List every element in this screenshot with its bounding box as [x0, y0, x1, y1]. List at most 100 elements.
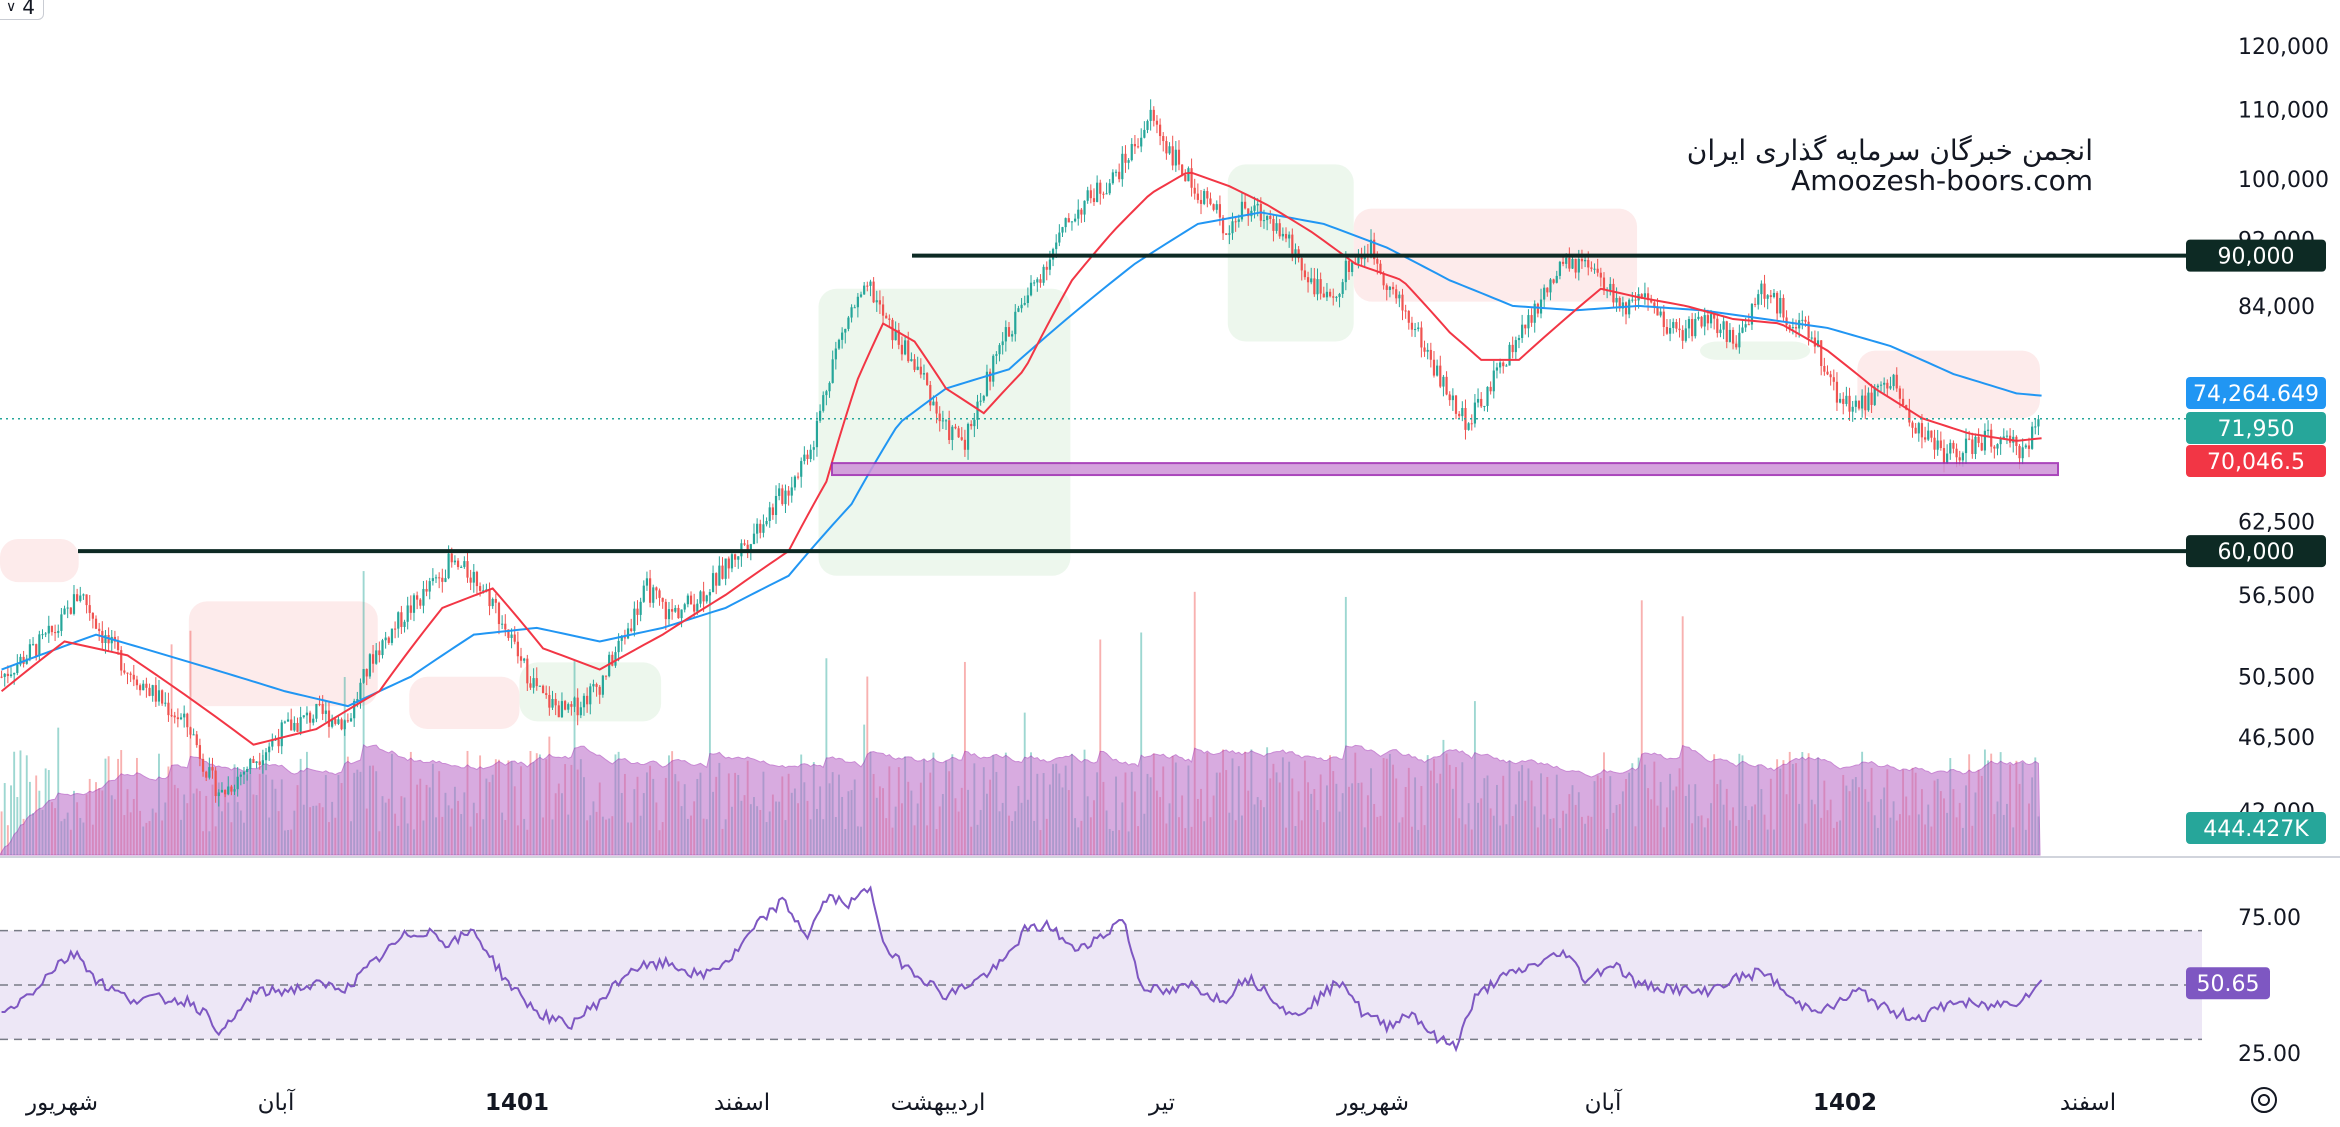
candle-body	[434, 577, 438, 579]
chevron-down-icon: ∨	[6, 0, 17, 15]
candle-body	[737, 556, 740, 560]
candle-body	[532, 678, 535, 688]
candle-body	[1760, 283, 1763, 295]
candle-body	[268, 746, 271, 753]
candle-body	[1580, 259, 1584, 262]
candle-body	[1423, 347, 1426, 352]
candle-body	[1505, 365, 1508, 367]
candle-body	[853, 307, 856, 309]
candle-body	[1917, 423, 1920, 434]
support-zone[interactable]	[831, 462, 2059, 477]
candle-body	[1480, 398, 1483, 407]
candle-body	[1870, 392, 1873, 405]
candle-body	[856, 296, 859, 308]
candle-body	[727, 558, 730, 569]
candle-body	[362, 669, 365, 683]
candle-body	[255, 761, 258, 763]
price-axis[interactable]: 120,000110,000100,00092,00084,00062,5005…	[2186, 35, 2329, 844]
settings-icon[interactable]	[2251, 1087, 2277, 1113]
candle-body	[277, 739, 280, 747]
candle-body	[1662, 311, 1665, 328]
kumo-cloud-layer	[0, 164, 2040, 730]
candle-body	[1867, 392, 1870, 411]
candle-body	[129, 673, 132, 675]
rsi-value-badge-bg	[2186, 967, 2270, 1000]
candle-body	[1143, 129, 1146, 138]
candle-body	[963, 439, 967, 450]
candle-body	[356, 699, 359, 701]
candle-body	[948, 420, 951, 440]
candle-body	[1325, 291, 1329, 298]
candle-body	[1776, 292, 1779, 314]
candle-body	[787, 490, 790, 496]
candle-body	[2002, 436, 2005, 439]
candle-body	[312, 718, 315, 723]
candle-body	[1385, 285, 1388, 290]
candle-body	[1017, 308, 1020, 312]
candle-body	[1262, 220, 1266, 222]
candle-body	[1168, 146, 1171, 154]
candle-body	[387, 637, 390, 643]
candle-body	[205, 771, 208, 778]
candle-body	[1624, 302, 1628, 315]
candle-body	[1549, 279, 1552, 293]
candle-body	[639, 601, 642, 615]
candle-body	[1599, 272, 1602, 278]
candle-body	[1410, 322, 1414, 330]
candle-body	[50, 625, 54, 633]
candle-body	[608, 654, 611, 677]
candle-body	[463, 561, 466, 567]
candle-body	[1587, 259, 1590, 268]
candle-body	[1473, 402, 1477, 424]
candle-body	[475, 571, 479, 587]
candle-body	[501, 623, 504, 625]
candle-body	[1001, 341, 1004, 346]
volume-bar	[170, 644, 173, 855]
candle-body	[1413, 329, 1417, 331]
candle-body	[837, 339, 841, 349]
candle-body	[1083, 200, 1086, 215]
candle-body	[1310, 278, 1313, 283]
candle-body	[1099, 182, 1102, 194]
candle-body	[1968, 438, 1971, 440]
candle-body	[69, 607, 72, 614]
candle-body	[1911, 422, 1914, 428]
candle-body	[1571, 258, 1574, 269]
candle-body	[13, 673, 16, 675]
candles-layer	[0, 99, 2040, 807]
candle-body	[595, 684, 598, 687]
candle-body	[579, 707, 582, 716]
candle-body	[368, 654, 372, 677]
candle-body	[123, 670, 126, 673]
candle-body	[409, 605, 412, 613]
candle-body	[1221, 217, 1225, 234]
candle-body	[756, 523, 759, 534]
candle-body	[1753, 303, 1757, 305]
candle-body	[617, 640, 620, 653]
candle-body	[604, 675, 608, 677]
candle-body	[976, 401, 979, 420]
candle-body	[888, 318, 891, 320]
candle-body	[683, 604, 686, 610]
level-price-badge: 60,000	[2218, 540, 2295, 565]
candle-body	[2005, 435, 2009, 437]
candle-body	[1659, 311, 1662, 316]
candle-body	[554, 698, 557, 706]
ema-fast-line	[0, 171, 2042, 746]
candle-body	[1561, 261, 1565, 264]
candle-body	[1436, 365, 1439, 376]
candle-body	[1395, 289, 1398, 299]
candle-body	[1171, 146, 1174, 166]
candle-body	[2018, 445, 2021, 459]
candle-body	[1398, 294, 1401, 299]
candle-body	[195, 734, 198, 746]
candle-body	[1977, 436, 1980, 443]
candle-body	[1420, 327, 1423, 348]
volume-bar	[57, 727, 60, 855]
interval-dropdown-button[interactable]: ∨ 4	[0, 0, 44, 20]
candle-body	[1530, 315, 1533, 323]
candle-body	[1675, 322, 1678, 329]
rsi-axis[interactable]: 75.00 25.00 50.65	[2186, 906, 2301, 1067]
time-axis[interactable]: شهریور آبان 1401 اسفند اردیبهشت تیر شهریور آبان…	[25, 1088, 2116, 1116]
